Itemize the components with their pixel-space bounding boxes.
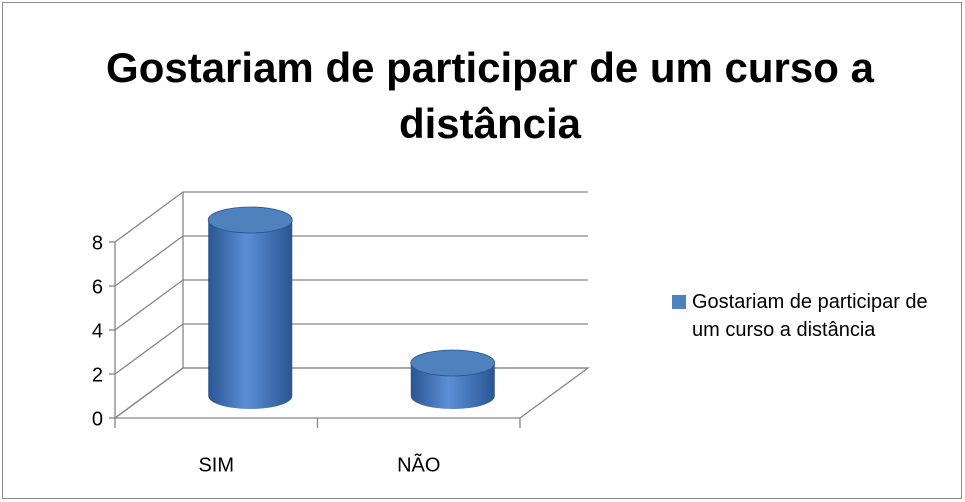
grid-line — [114, 323, 588, 375]
grid-line — [114, 235, 588, 287]
grid-line — [114, 191, 588, 243]
legend: Gostariam de participar de um curso a di… — [672, 288, 942, 344]
grid-line — [114, 367, 588, 419]
bar — [207, 206, 293, 410]
y-tick-label: 4 — [92, 320, 103, 342]
bar — [410, 349, 496, 410]
bar-body — [208, 220, 293, 410]
y-tick-label: 0 — [92, 408, 103, 430]
chart-title: Gostariam de participar de um curso a di… — [106, 44, 874, 147]
floor — [114, 367, 590, 419]
bar-top — [410, 349, 496, 377]
x-tick-label: NÃO — [397, 452, 440, 476]
y-tick-label: 6 — [92, 276, 103, 298]
y-tick-label: 2 — [92, 364, 103, 386]
y-tick-label: 8 — [92, 232, 103, 254]
grid-line — [114, 279, 588, 331]
legend-key — [672, 295, 686, 309]
bar-top — [207, 206, 293, 234]
x-tick-label: SIM — [198, 454, 234, 476]
legend-label: Gostariam de participar de um curso a di… — [692, 291, 928, 341]
